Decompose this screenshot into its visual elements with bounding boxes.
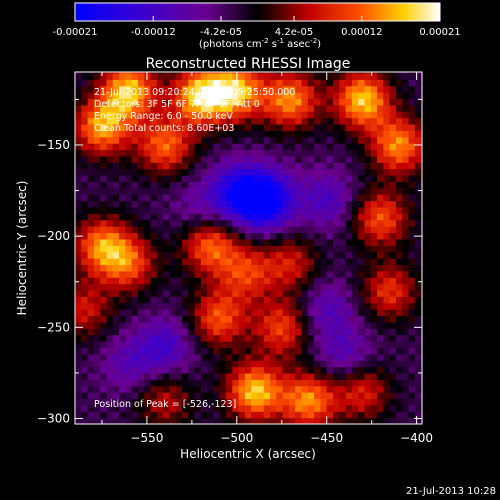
x-tick-label: −500 bbox=[220, 431, 253, 445]
x-axis-label: Heliocentric X (arcsec) bbox=[180, 447, 316, 461]
x-tick-label: −450 bbox=[310, 431, 343, 445]
y-tick-label: −200 bbox=[37, 229, 70, 243]
annotation-block: 21-Jul-2013 09:20:24.000 to 09:25:50.000… bbox=[94, 87, 295, 410]
colorbar-tick-label: -0.00021 bbox=[53, 27, 98, 38]
y-tick-label: −300 bbox=[37, 412, 70, 426]
plot-frame bbox=[74, 71, 423, 425]
heatmap-image bbox=[75, 72, 422, 424]
colorbar-tick-label: -0.00012 bbox=[131, 27, 176, 38]
annotation-detectors: Detectors: 3F 5F 6F 7F 8F 9F; Att 0 bbox=[94, 99, 260, 110]
annotation-time-range: 21-Jul-2013 09:20:24.000 to 09:25:50.000 bbox=[94, 87, 295, 98]
colorbar-unit-label: (photons cm-2 s-1 asec-2) bbox=[199, 37, 321, 50]
y-tick-label: −150 bbox=[37, 138, 70, 152]
x-tick-label: −550 bbox=[130, 431, 163, 445]
colorbar-tick-label: 0.00012 bbox=[341, 27, 382, 38]
chart-title: Reconstructed RHESSI Image bbox=[146, 56, 351, 72]
colorbar-ticks: -0.00021 -0.00012 -4.2e-05 4.2e-05 0.00012 0.… bbox=[53, 16, 461, 38]
colorbar-tick-label: 0.00021 bbox=[419, 27, 460, 38]
x-tick-label: −400 bbox=[400, 431, 433, 445]
axes: −550 −500 −450 −400 −150 −200 −250 −300 bbox=[37, 72, 433, 445]
timestamp: 21-Jul-2013 10:28 bbox=[406, 486, 496, 497]
colorbar-tick-label: 4.2e-05 bbox=[275, 27, 313, 38]
y-axis-label: Heliocentric Y (arcsec) bbox=[15, 181, 29, 316]
annotation-counts: Clean Total counts: 8.60E+03 bbox=[94, 123, 234, 134]
annotation-energy-range: Energy Range: 6.0 - 50.0 keV bbox=[94, 111, 233, 122]
colorbar-tick-label: -4.2e-05 bbox=[200, 27, 242, 38]
colorbar bbox=[74, 2, 441, 22]
annotation-peak-position: Position of Peak = [-526,-123] bbox=[94, 399, 236, 410]
y-tick-label: −250 bbox=[37, 320, 70, 334]
